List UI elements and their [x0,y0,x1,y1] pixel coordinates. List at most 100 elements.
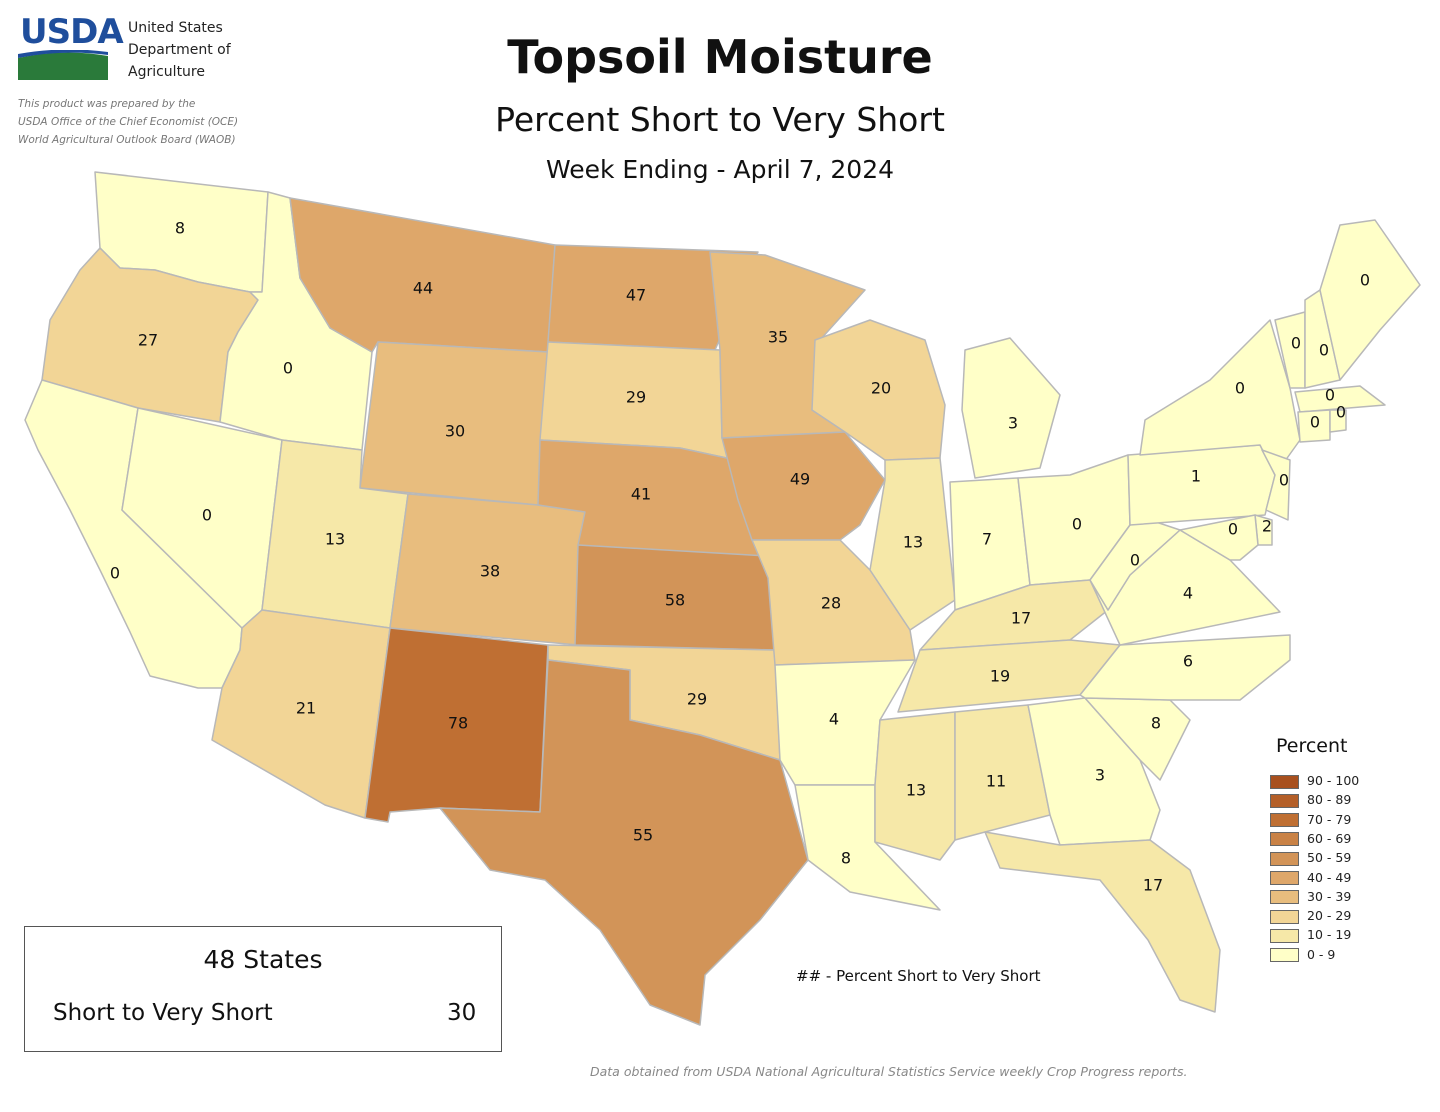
state-ct [1297,409,1331,443]
legend-item: 90 - 100 [1270,773,1359,789]
state-label-ok: 29 [687,690,707,709]
state-label-in: 7 [982,530,992,549]
state-label-ia: 49 [790,470,810,489]
legend-label: 20 - 29 [1307,908,1352,924]
state-label-va: 4 [1183,584,1193,603]
state-mi [961,337,1061,479]
state-al [954,704,1051,841]
state-label-sd: 29 [626,388,646,407]
state-md [1179,514,1259,561]
legend-item: 20 - 29 [1270,908,1351,924]
state-label-mi: 3 [1008,414,1018,433]
state-label-ct: 0 [1310,413,1320,432]
state-label-nj: 0 [1279,471,1289,490]
state-label-me: 0 [1360,271,1370,290]
state-label-tn: 19 [990,667,1010,686]
legend-swatch [1270,871,1299,885]
state-label-ar: 4 [829,710,839,729]
usda-logo-text: USDA [20,12,124,52]
legend-swatch [1270,928,1299,943]
summary-box: 48 States Short to Very Short 30 [24,926,502,1052]
state-ri [1329,409,1347,433]
map-week: Week Ending - April 7, 2024 [545,155,895,184]
legend-label: 30 - 39 [1307,888,1352,904]
state-label-mn: 35 [768,328,788,347]
legend-label: 60 - 69 [1307,830,1352,846]
map-note: ## - Percent Short to Very Short [796,967,1041,985]
legend-swatch [1270,909,1299,924]
state-label-ca: 0 [110,564,120,583]
state-fl [984,831,1221,1013]
state-label-ma: 0 [1325,386,1335,405]
state-label-la: 8 [841,849,851,868]
map-subtitle: Percent Short to Very Short [495,100,945,139]
legend-swatch [1270,774,1299,789]
state-il [869,457,956,631]
state-label-il: 13 [903,533,923,552]
summary-heading: 48 States [203,945,323,974]
legend-item: 50 - 59 [1270,850,1351,866]
state-label-mt: 44 [413,279,433,298]
state-label-id: 0 [283,359,293,378]
state-pa [1127,444,1276,526]
legend-swatch [1270,890,1299,905]
legend-item: 80 - 89 [1270,792,1351,808]
state-label-or: 27 [138,331,158,350]
state-mo [751,539,916,666]
dept-line-3: Agriculture [128,64,205,80]
state-label-fl: 17 [1143,876,1163,895]
state-ma [1294,385,1386,413]
state-label-ri: 0 [1336,403,1346,422]
state-label-nh: 0 [1319,341,1329,360]
state-label-mo: 28 [821,594,841,613]
state-label-ne: 41 [631,485,651,504]
legend-swatch [1270,813,1299,828]
legend-swatch [1270,948,1299,963]
legend-item: 60 - 69 [1270,831,1351,847]
state-label-ga: 3 [1095,766,1105,785]
state-label-al: 11 [986,772,1006,791]
prepared-line-2: USDA Office of the Chief Economist (OCE) [18,116,239,128]
state-ia [721,431,886,541]
state-label-md: 0 [1228,520,1238,539]
state-label-wa: 8 [175,219,185,238]
state-label-sc: 8 [1151,714,1161,733]
legend-swatch [1270,832,1299,847]
legend-item: 40 - 49 [1270,870,1351,886]
state-label-wv: 0 [1130,551,1140,570]
state-label-nc: 6 [1183,652,1193,671]
state-label-ks: 58 [665,591,685,610]
dept-line-1: United States [128,20,223,36]
legend-title: Percent [1276,735,1348,757]
legend-item: 10 - 19 [1270,927,1351,943]
state-me [1319,219,1421,381]
state-label-ut: 13 [325,530,345,549]
state-label-nd: 47 [626,286,646,305]
dept-line-2: Department of [128,42,231,58]
state-label-wy: 30 [445,422,465,441]
state-label-wi: 20 [871,379,891,398]
state-label-vt: 0 [1291,334,1301,353]
state-nj [1261,449,1291,521]
state-label-pa: 1 [1191,467,1201,486]
legend-item: 0 - 9 [1270,947,1335,963]
state-label-ky: 17 [1011,609,1031,628]
state-label-oh: 0 [1072,515,1082,534]
legend-label: 80 - 89 [1307,792,1352,808]
state-label-ny: 0 [1235,379,1245,398]
summary-label: Short to Very Short [53,1000,273,1026]
legend-item: 70 - 79 [1270,812,1351,828]
state-tx [439,659,809,1026]
state-label-ms: 13 [906,781,926,800]
state-label-az: 21 [296,699,316,718]
legend-item: 30 - 39 [1270,889,1351,905]
legend-label: 50 - 59 [1307,850,1352,866]
state-label-de: 2 [1262,517,1272,536]
legend-label: 70 - 79 [1307,811,1352,827]
state-label-tx: 55 [633,826,653,845]
map-title: Topsoil Moisture [507,30,933,84]
legend-label: 10 - 19 [1307,927,1352,943]
prepared-line-3: World Agricultural Outlook Board (WAOB) [18,134,236,146]
legend-label: 90 - 100 [1307,773,1360,788]
